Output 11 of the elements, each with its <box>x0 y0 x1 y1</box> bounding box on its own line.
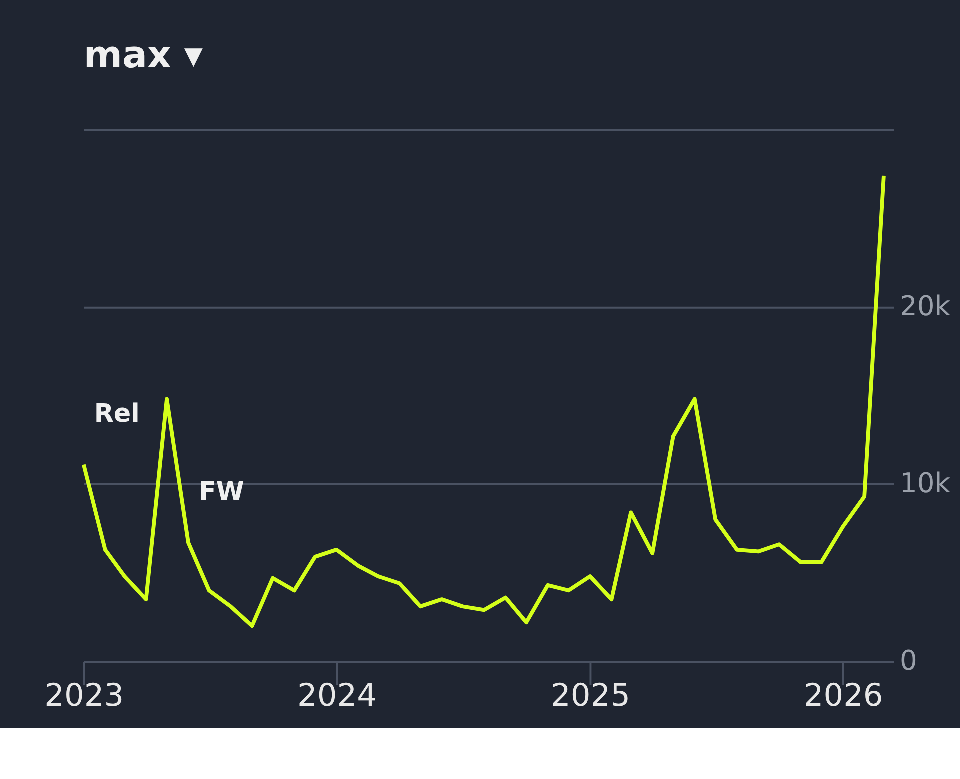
text: max ▾ <box>84 33 204 76</box>
y-tick-label: 20k <box>900 291 951 322</box>
x-tick-label: 2023 <box>44 678 124 714</box>
x-tick-label: 2025 <box>551 678 630 714</box>
x-tick-label: 2026 <box>804 678 884 714</box>
y-tick-label: 0 <box>900 646 918 677</box>
x-tick-label: 2024 <box>298 678 377 714</box>
y-tick-label: 10k <box>900 468 951 500</box>
line-series <box>82 174 886 628</box>
annotation: Rel <box>94 398 140 428</box>
annotation: FW <box>199 476 244 506</box>
